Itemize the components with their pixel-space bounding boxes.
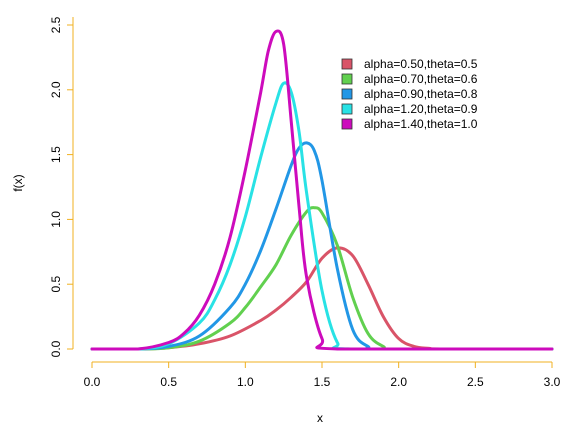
y-tick-label: 0.0	[49, 340, 63, 357]
x-tick-label: 1.5	[314, 375, 331, 389]
y-tick-label: 1.0	[49, 211, 63, 228]
series-line-4	[90, 81, 554, 351]
series-line-2	[90, 206, 554, 351]
legend-label: alpha=0.90,theta=0.8	[364, 87, 478, 101]
legend-swatch	[341, 88, 353, 100]
y-tick-label: 0.5	[49, 276, 63, 293]
x-tick-label: 0.5	[160, 375, 177, 389]
x-tick-label: 0.0	[84, 375, 101, 389]
series-line-3	[90, 141, 554, 351]
x-tick-label: 3.0	[544, 375, 561, 389]
legend: alpha=0.50,theta=0.5alpha=0.70,theta=0.6…	[341, 57, 478, 131]
y-axis: 0.0 0.5 1.0 1.5 2.0 2.5	[49, 16, 74, 357]
x-axis-title: x	[317, 411, 323, 425]
x-tick-label: 2.0	[390, 375, 407, 389]
x-tick-label: 2.5	[467, 375, 484, 389]
legend-swatch	[341, 103, 353, 115]
y-tick-label: 2.5	[49, 16, 63, 33]
legend-label: alpha=1.20,theta=0.9	[364, 102, 478, 116]
legend-swatch	[341, 118, 353, 130]
legend-label: alpha=0.70,theta=0.6	[364, 72, 478, 86]
series-line-5	[90, 29, 554, 351]
y-axis-title: f(x)	[11, 174, 25, 191]
y-tick-label: 2.0	[49, 81, 63, 98]
legend-label: alpha=1.40,theta=1.0	[364, 117, 478, 131]
legend-label: alpha=0.50,theta=0.5	[364, 57, 478, 71]
legend-swatch	[341, 58, 353, 70]
x-axis: 0.0 0.5 1.0 1.5 2.0 2.5 3.0	[84, 361, 561, 389]
series-line-1	[90, 246, 554, 351]
series-layer	[90, 29, 554, 351]
legend-swatch	[341, 73, 353, 85]
y-tick-label: 1.5	[49, 146, 63, 163]
x-tick-label: 1.0	[237, 375, 254, 389]
